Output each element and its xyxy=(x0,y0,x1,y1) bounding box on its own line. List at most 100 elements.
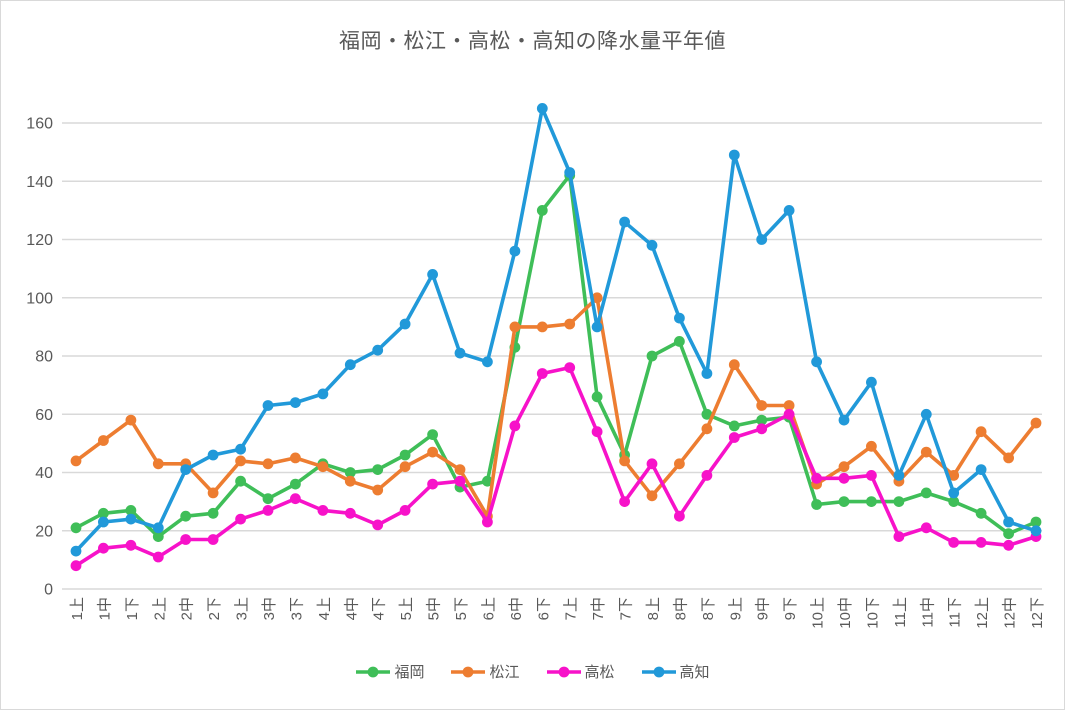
x-tick-label: 12上 xyxy=(974,597,991,629)
data-point-1-18 xyxy=(564,318,576,330)
x-tick-label: 1下 xyxy=(124,597,141,620)
data-point-1-0 xyxy=(70,455,82,467)
data-point-0-24 xyxy=(728,420,740,432)
data-point-0-19 xyxy=(591,391,603,403)
data-point-3-16 xyxy=(509,245,521,257)
data-point-2-14 xyxy=(454,475,466,487)
data-point-1-23 xyxy=(701,423,713,435)
data-point-0-0 xyxy=(70,522,82,534)
x-tick-label: 12下 xyxy=(1029,597,1046,629)
x-tick-label: 10下 xyxy=(864,597,881,629)
data-point-3-3 xyxy=(152,522,164,534)
data-point-1-29 xyxy=(866,440,877,452)
data-point-1-28 xyxy=(838,461,850,473)
data-point-3-25 xyxy=(756,234,768,245)
data-point-3-35 xyxy=(1030,525,1042,537)
data-point-2-5 xyxy=(207,534,219,545)
data-point-3-12 xyxy=(399,318,411,330)
x-tick-label: 11上 xyxy=(892,597,909,628)
data-point-2-32 xyxy=(948,537,960,548)
data-point-3-8 xyxy=(290,397,301,408)
data-point-1-11 xyxy=(372,484,384,496)
data-point-0-27 xyxy=(811,499,822,510)
data-point-1-6 xyxy=(235,455,247,467)
data-point-2-19 xyxy=(591,426,603,438)
data-point-2-16 xyxy=(509,420,521,432)
legend-marker-icon xyxy=(641,666,676,677)
data-point-0-8 xyxy=(290,478,301,490)
data-point-0-34 xyxy=(1003,528,1014,540)
data-point-1-12 xyxy=(399,461,411,473)
data-point-1-34 xyxy=(1003,452,1014,464)
legend-item-1: 松江 xyxy=(450,661,520,682)
data-point-0-15 xyxy=(482,475,493,487)
data-point-1-17 xyxy=(536,321,548,333)
data-point-2-27 xyxy=(811,472,822,484)
data-point-3-23 xyxy=(701,368,713,379)
data-point-1-13 xyxy=(427,446,438,458)
data-point-3-1 xyxy=(98,516,109,528)
x-tick-label: 3上 xyxy=(234,597,251,620)
legend-item-2: 高松 xyxy=(546,661,615,682)
x-tick-label: 6上 xyxy=(480,597,497,620)
legend-marker-icon xyxy=(546,666,581,677)
data-point-2-29 xyxy=(866,470,877,481)
legend-label: 高松 xyxy=(584,664,615,681)
x-tick-label: 1上 xyxy=(69,597,86,620)
data-point-1-25 xyxy=(756,400,768,411)
data-point-3-32 xyxy=(948,487,960,499)
x-tick-label: 5下 xyxy=(453,597,470,620)
x-tick-label: 2中 xyxy=(179,597,196,620)
x-tick-label: 1中 xyxy=(96,597,113,620)
data-point-0-28 xyxy=(838,496,850,507)
data-point-2-33 xyxy=(975,537,987,548)
x-tick-label: 3下 xyxy=(288,597,305,620)
data-point-1-24 xyxy=(728,359,740,371)
data-point-2-15 xyxy=(482,516,493,528)
x-tick-label: 4上 xyxy=(316,597,333,620)
data-point-0-29 xyxy=(866,496,877,507)
data-point-3-14 xyxy=(454,347,466,359)
y-tick-label: 80 xyxy=(35,349,53,366)
data-point-0-2 xyxy=(125,505,137,516)
y-tick-label: 160 xyxy=(26,116,53,133)
x-tick-label: 4下 xyxy=(371,597,388,620)
data-point-1-9 xyxy=(317,461,329,473)
data-point-2-34 xyxy=(1003,539,1014,551)
data-point-0-4 xyxy=(180,510,192,522)
data-point-2-12 xyxy=(399,505,411,516)
x-tick-label: 5中 xyxy=(426,597,443,620)
data-point-0-6 xyxy=(235,475,247,487)
data-point-3-17 xyxy=(536,103,548,114)
legend-item-0: 福岡 xyxy=(355,661,424,682)
data-point-2-17 xyxy=(536,368,548,379)
data-point-2-25 xyxy=(756,423,768,435)
data-point-1-8 xyxy=(290,452,301,464)
data-point-0-33 xyxy=(975,507,987,519)
data-point-3-11 xyxy=(372,344,384,356)
data-point-0-11 xyxy=(372,464,384,475)
data-point-2-7 xyxy=(262,505,274,516)
data-point-1-2 xyxy=(125,414,137,426)
series-line-1 xyxy=(74,296,1038,518)
y-tick-label: 120 xyxy=(26,232,53,249)
data-point-1-3 xyxy=(152,458,164,470)
data-point-0-1 xyxy=(98,507,109,519)
data-point-3-28 xyxy=(838,414,850,426)
data-point-3-6 xyxy=(235,443,247,455)
data-point-0-7 xyxy=(262,493,274,505)
data-point-3-0 xyxy=(70,545,82,557)
x-tick-label: 2下 xyxy=(206,597,223,620)
data-point-0-31 xyxy=(920,487,932,499)
data-point-2-18 xyxy=(564,362,576,373)
data-point-0-21 xyxy=(646,350,658,362)
y-tick-label: 40 xyxy=(35,465,53,482)
data-point-2-8 xyxy=(290,493,301,505)
data-point-1-1 xyxy=(98,435,109,446)
data-point-3-31 xyxy=(920,408,932,420)
data-point-2-30 xyxy=(893,531,905,542)
y-tick-label: 20 xyxy=(35,523,53,540)
data-point-3-18 xyxy=(564,167,576,178)
